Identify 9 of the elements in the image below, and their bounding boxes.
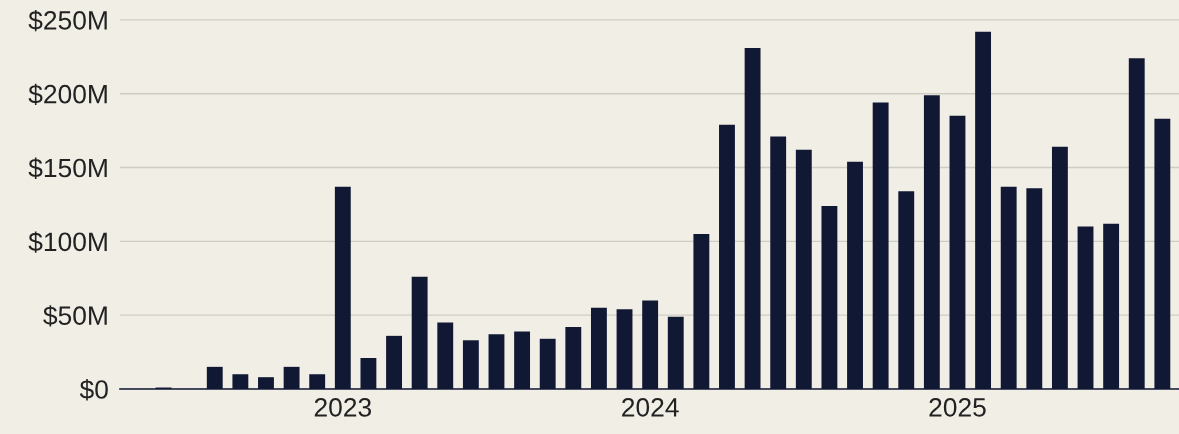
x-tick-label: 2025 <box>929 398 986 417</box>
y-tick-label: $200M <box>28 83 107 106</box>
y-tick-label: $150M <box>28 157 107 179</box>
y-tick-label: $50M <box>43 305 107 327</box>
y-tick-label: $100M <box>28 231 107 253</box>
x-tick-label: 2023 <box>314 398 372 417</box>
y-tick-label: $0 <box>79 379 108 401</box>
x-tick-label: 2024 <box>622 398 679 417</box>
y-tick-label: $250M <box>28 9 107 32</box>
